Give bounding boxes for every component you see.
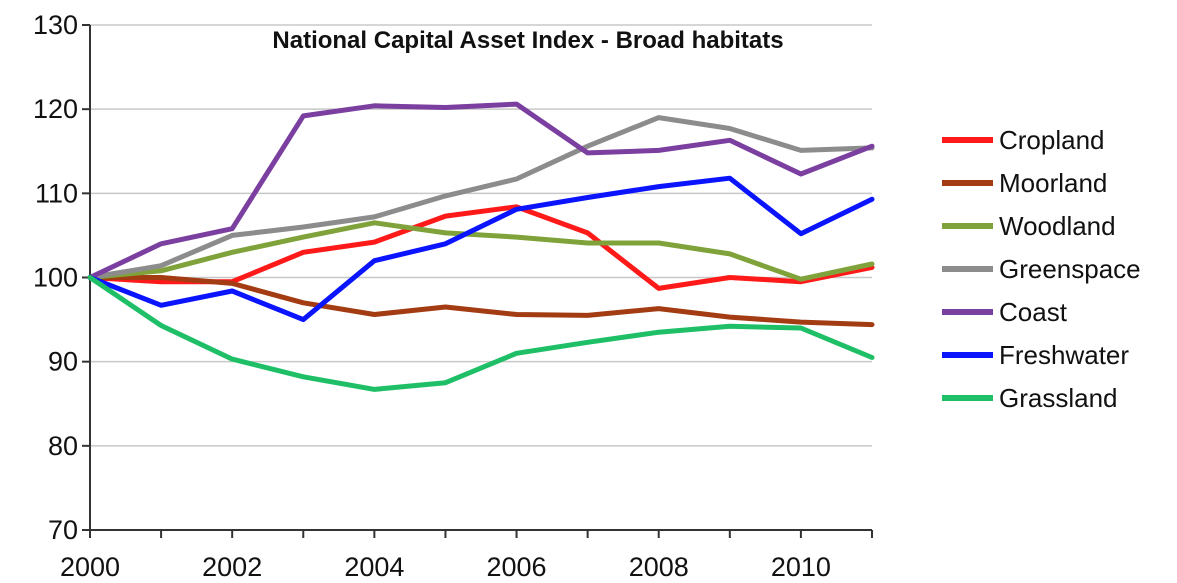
y-axis-ticks: 70 80 90 100 110 120 130 — [33, 10, 90, 545]
chart-title: National Capital Asset Index - Broad hab… — [272, 27, 783, 54]
series-line-moorland — [87, 275, 875, 328]
x-tick-label: 2004 — [344, 552, 404, 582]
y-tick-label: 130 — [33, 10, 78, 40]
x-tick-label: 2000 — [60, 552, 120, 582]
legend-label-woodland: Woodland — [999, 211, 1116, 241]
series-line-woodland — [87, 220, 875, 282]
legend-label-freshwater: Freshwater — [999, 340, 1129, 370]
legend-label-moorland: Moorland — [999, 168, 1107, 198]
legend-label-coast: Coast — [999, 297, 1068, 327]
legend-label-grassland: Grassland — [999, 383, 1118, 413]
legend-label-cropland: Cropland — [999, 125, 1105, 155]
y-tick-label: 80 — [48, 431, 78, 461]
x-tick-label: 2008 — [629, 552, 689, 582]
y-tick-label: 120 — [33, 94, 78, 124]
x-tick-label: 2002 — [202, 552, 262, 582]
gridlines — [90, 24, 872, 447]
series-lines — [87, 101, 875, 392]
legend-label-greenspace: Greenspace — [999, 254, 1141, 284]
series-line-coast — [87, 101, 875, 280]
x-axis-ticks: 2000 2002 2004 2006 2008 2010 — [60, 530, 873, 582]
y-tick-label: 110 — [35, 178, 78, 208]
y-tick-label: 90 — [48, 347, 78, 377]
series-line-freshwater — [87, 175, 875, 323]
x-tick-label: 2006 — [487, 552, 547, 582]
series-line-grassland — [87, 275, 875, 392]
series-line-greenspace — [87, 115, 875, 280]
y-tick-label: 70 — [48, 515, 78, 545]
legend: Cropland Moorland Woodland Greenspace Coast F… — [942, 125, 1141, 413]
y-tick-label: 100 — [33, 263, 78, 293]
x-tick-label: 2010 — [771, 552, 831, 582]
